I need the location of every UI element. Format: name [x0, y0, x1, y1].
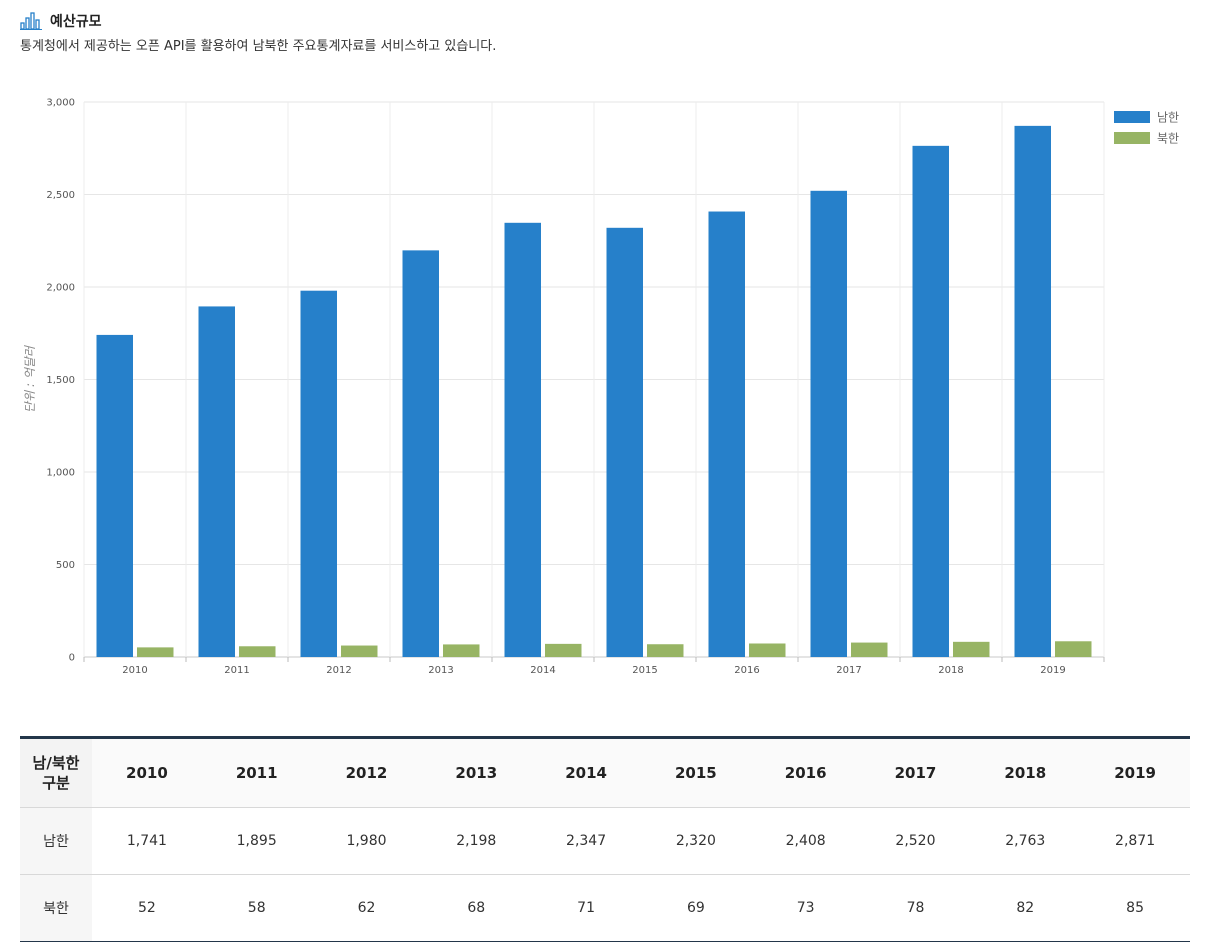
x-tick-label: 2012 [326, 665, 351, 676]
bar-north-2016 [749, 643, 786, 657]
table-header-year: 2017 [860, 737, 971, 808]
y-tick-label: 3,000 [46, 98, 75, 109]
table-cell: 58 [247, 900, 266, 916]
bar-chart-icon [20, 12, 42, 30]
row-label-north: 북한 [20, 874, 92, 942]
table-cell: 1,980 [311, 807, 422, 875]
bar-south-2017 [810, 190, 847, 658]
legend-swatch-north [1114, 132, 1150, 144]
table-cell: 1,895 [201, 807, 312, 875]
title-row: 예산규모 [20, 10, 1190, 32]
table-header-row: 남/북한 구분 2010 2011 2012 2013 2014 2015 20… [20, 737, 1190, 808]
x-tick-label: 2016 [734, 665, 759, 676]
bar-south-2013 [402, 250, 439, 657]
bar-north-2013 [443, 644, 480, 657]
table-header-year: 2012 [311, 737, 422, 808]
table-cell: 2,198 [421, 807, 532, 875]
table-cell: 2,347 [531, 807, 641, 875]
bar-north-2014 [545, 643, 582, 657]
table-header-year: 2019 [1080, 737, 1190, 808]
table-cell: 71 [577, 900, 595, 916]
bar-south-2018 [912, 145, 949, 657]
table-cell: 2,408 [750, 807, 861, 875]
bar-north-2019 [1055, 641, 1092, 657]
table-row: 북한 52 58 62 68 71 69 73 78 82 85 [20, 874, 1190, 942]
table-cell: 52 [137, 900, 156, 916]
budget-bar-chart: 0 500 1,000 1,500 2,000 2,500 3,000 2010 2011 201… [0, 85, 1208, 685]
table-header-year: 2015 [640, 737, 751, 808]
header-label-line1: 남/북한 [32, 754, 80, 772]
table-cell: 69 [686, 900, 705, 916]
x-tick-label: 2010 [122, 665, 147, 676]
bar-north-2010 [137, 647, 174, 657]
table-cell: 85 [1126, 900, 1144, 916]
page-header: 예산규모 통계청에서 제공하는 오픈 API를 활용하여 남북한 주요통계자료를… [20, 10, 1190, 54]
y-tick-label: 500 [56, 560, 75, 571]
table-header-year: 2010 [92, 737, 202, 808]
bar-south-2012 [300, 290, 337, 657]
x-tick-label: 2011 [224, 665, 249, 676]
x-tick-label: 2013 [428, 665, 453, 676]
y-axis-title: 단위 : 억달러 [23, 345, 37, 413]
page-title: 예산규모 [50, 14, 102, 30]
table-header-year: 2011 [201, 737, 312, 808]
table-cell: 2,763 [970, 807, 1081, 875]
bar-north-2012 [341, 645, 378, 657]
bar-north-2011 [239, 646, 276, 657]
bar-south-2015 [606, 227, 643, 658]
table-cell: 2,320 [640, 807, 751, 875]
bar-north-2017 [851, 642, 888, 657]
bar-south-2014 [504, 222, 541, 657]
legend-label-north: 북한 [1157, 132, 1179, 146]
table-cell: 2,871 [1080, 807, 1190, 875]
legend-swatch-south [1114, 111, 1150, 123]
table-cell: 82 [1016, 900, 1035, 916]
legend-label-south: 남한 [1157, 111, 1179, 125]
table-cell: 2,520 [860, 807, 971, 875]
page-description: 통계청에서 제공하는 오픈 API를 활용하여 남북한 주요통계자료를 서비스하… [20, 39, 497, 54]
bar-south-2016 [708, 211, 745, 657]
data-table-container: 남/북한 구분 2010 2011 2012 2013 2014 2015 20… [20, 736, 1190, 942]
bar-south-2011 [198, 306, 235, 657]
x-tick-label: 2015 [632, 665, 657, 676]
x-tick-label: 2019 [1040, 665, 1065, 676]
y-tick-label: 2,000 [46, 283, 75, 294]
chart-svg: 0 500 1,000 1,500 2,000 2,500 3,000 2010 2011 201… [23, 98, 1179, 677]
table-cell: 1,741 [92, 807, 202, 875]
x-tick-label: 2018 [938, 665, 963, 676]
table-cell: 78 [906, 900, 925, 916]
bar-south-2019 [1014, 125, 1051, 658]
x-tick-label: 2014 [530, 665, 555, 676]
x-tick-label: 2017 [836, 665, 861, 676]
bar-north-2015 [647, 644, 684, 657]
row-label-south: 남한 [20, 807, 92, 875]
table-row: 남한 1,741 1,895 1,980 2,198 2,347 2,320 2… [20, 807, 1190, 875]
y-tick-label: 0 [69, 653, 75, 664]
bar-south-2010 [96, 334, 133, 657]
table-header-year: 2013 [421, 737, 532, 808]
table-header-year: 2014 [531, 737, 641, 808]
table-cell: 73 [796, 900, 815, 916]
y-tick-label: 2,500 [46, 190, 75, 201]
header-label-line2: 구분 [42, 774, 70, 792]
table-header-year: 2016 [750, 737, 861, 808]
y-tick-label: 1,500 [46, 375, 75, 386]
table-cell: 62 [357, 900, 376, 916]
budget-data-table: 남/북한 구분 2010 2011 2012 2013 2014 2015 20… [20, 736, 1190, 942]
table-header-year: 2018 [970, 737, 1081, 808]
y-tick-label: 1,000 [46, 468, 75, 479]
table-header-category: 남/북한 구분 [20, 737, 92, 808]
table-cell: 68 [467, 900, 486, 916]
bar-north-2018 [953, 641, 990, 657]
